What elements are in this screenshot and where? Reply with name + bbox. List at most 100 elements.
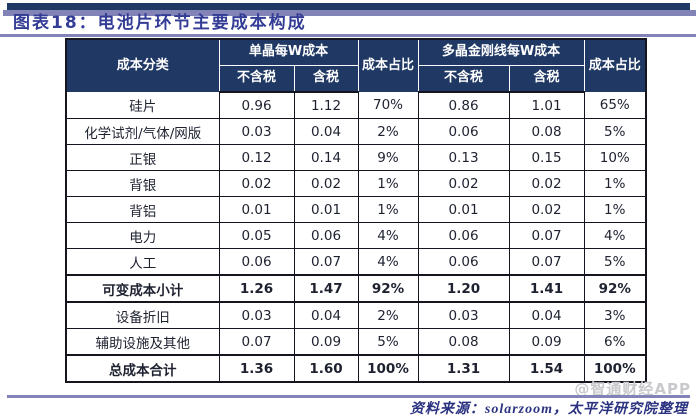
row-value: 0.03 xyxy=(218,301,295,329)
table-row: 辅助设施及其他 0.07 0.09 5% 0.08 0.09 6% xyxy=(65,328,647,356)
row-value: 0.08 xyxy=(508,118,585,145)
row-label: 可变成本小计 xyxy=(65,274,220,303)
header-row-tax: 不含税 含税 不含税 含税 xyxy=(66,65,646,93)
row-value: 100% xyxy=(357,354,419,383)
table-row: 背银 0.02 0.02 1% 0.02 0.02 1% xyxy=(65,170,647,197)
row-value: 9% xyxy=(357,144,419,171)
cost-table-header: 成本分类 单晶每W成本 成本占比 多晶金刚线每W成本 成本占比 不含税 含税 不… xyxy=(65,38,647,93)
row-value: 4% xyxy=(357,248,419,276)
row-value: 0.06 xyxy=(293,222,359,249)
row-value: 92% xyxy=(357,274,419,303)
table-row: 总成本合计 1.36 1.60 100% 1.31 1.54 100% xyxy=(65,354,647,383)
col-header-cost-share-poly: 成本占比 xyxy=(583,38,647,93)
row-value: 1.31 xyxy=(417,354,510,383)
row-value: 1% xyxy=(357,196,419,223)
row-label: 人工 xyxy=(65,248,220,276)
table-row: 硅片 0.96 1.12 70% 0.86 1.01 65% xyxy=(65,91,647,119)
row-value: 1.26 xyxy=(218,274,295,303)
row-label: 辅助设施及其他 xyxy=(65,328,220,356)
row-value: 0.04 xyxy=(293,118,359,145)
row-label: 背铝 xyxy=(65,196,220,223)
row-label: 硅片 xyxy=(65,91,220,119)
row-value: 0.09 xyxy=(293,328,359,356)
row-value: 5% xyxy=(357,328,419,356)
row-value: 0.12 xyxy=(218,144,295,171)
row-value: 1% xyxy=(583,170,647,197)
row-value: 65% xyxy=(583,91,647,119)
row-value: 0.02 xyxy=(293,170,359,197)
row-value: 0.02 xyxy=(417,170,510,197)
table-row: 背铝 0.01 0.01 1% 0.01 0.02 1% xyxy=(65,196,647,223)
row-value: 3% xyxy=(583,301,647,329)
row-label: 化学试剂/气体/网版 xyxy=(65,118,220,145)
table-row: 人工 0.06 0.07 4% 0.06 0.07 5% xyxy=(65,248,647,276)
row-label: 设备折旧 xyxy=(65,301,220,329)
header-row-groups: 成本分类 单晶每W成本 成本占比 多晶金刚线每W成本 成本占比 xyxy=(65,38,647,93)
col-header-poly-inc-tax: 含税 xyxy=(508,65,585,93)
row-value: 1.36 xyxy=(218,354,295,383)
top-accent-bar xyxy=(3,10,696,16)
row-value: 4% xyxy=(357,222,419,249)
col-header-mono-group: 单晶每W成本 xyxy=(218,38,359,66)
table-row: 化学试剂/气体/网版 0.03 0.04 2% 0.06 0.08 5% xyxy=(65,118,647,145)
table-row: 正银 0.12 0.14 9% 0.13 0.15 10% xyxy=(65,144,647,171)
row-value: 1% xyxy=(583,196,647,223)
row-value: 70% xyxy=(357,91,419,119)
row-value: 0.03 xyxy=(417,301,510,329)
row-value: 5% xyxy=(583,248,647,276)
col-header-cost-share-mono: 成本占比 xyxy=(357,38,419,93)
row-value: 0.08 xyxy=(417,328,510,356)
table-row: 电力 0.05 0.06 4% 0.06 0.07 4% xyxy=(65,222,647,249)
figure-title: 图表18：电池片环节主要成本构成 xyxy=(13,13,307,33)
row-value: 6% xyxy=(583,328,647,356)
col-header-mono-ex-tax: 不含税 xyxy=(218,65,295,93)
row-value: 0.06 xyxy=(218,248,295,276)
row-value: 2% xyxy=(357,118,419,145)
source-note: 资料来源：solarzoom，太平洋研究院整理 xyxy=(409,402,688,417)
footer-rule xyxy=(7,395,690,398)
table-row: 可变成本小计 1.26 1.47 92% 1.20 1.41 92% xyxy=(65,274,647,303)
row-value: 0.02 xyxy=(218,170,295,197)
table-row: 设备折旧 0.03 0.04 2% 0.03 0.04 3% xyxy=(65,301,647,329)
row-value: 1.54 xyxy=(508,354,585,383)
row-value: 0.09 xyxy=(508,328,585,356)
row-value: 1% xyxy=(357,170,419,197)
row-value: 0.06 xyxy=(417,118,510,145)
row-value: 0.03 xyxy=(218,118,295,145)
row-value: 0.06 xyxy=(417,248,510,276)
row-value: 0.07 xyxy=(293,248,359,276)
row-value: 5% xyxy=(583,118,647,145)
row-value: 0.14 xyxy=(293,144,359,171)
col-header-poly-ex-tax: 不含税 xyxy=(417,65,510,93)
row-value: 92% xyxy=(583,274,647,303)
row-value: 1.60 xyxy=(293,354,359,383)
row-value: 4% xyxy=(583,222,647,249)
row-value: 1.47 xyxy=(293,274,359,303)
row-value: 0.02 xyxy=(508,170,585,197)
col-header-poly-group: 多晶金刚线每W成本 xyxy=(417,38,585,66)
row-value: 1.01 xyxy=(508,91,585,119)
row-value: 0.86 xyxy=(417,91,510,119)
row-value: 1.41 xyxy=(508,274,585,303)
row-value: 10% xyxy=(583,144,647,171)
row-value: 1.12 xyxy=(293,91,359,119)
row-value: 0.13 xyxy=(417,144,510,171)
row-label: 电力 xyxy=(65,222,220,249)
row-value: 0.01 xyxy=(293,196,359,223)
row-value: 0.02 xyxy=(508,196,585,223)
row-value: 1.20 xyxy=(417,274,510,303)
row-value: 0.07 xyxy=(218,328,295,356)
row-label: 背银 xyxy=(65,170,220,197)
watermark: @智通财经APP xyxy=(574,380,691,398)
col-header-cost-category: 成本分类 xyxy=(65,38,220,93)
row-value: 0.07 xyxy=(508,222,585,249)
title-underline xyxy=(0,34,696,37)
row-value: 2% xyxy=(357,301,419,329)
row-value: 100% xyxy=(583,354,647,383)
row-label: 总成本合计 xyxy=(65,354,220,383)
row-value: 0.06 xyxy=(417,222,510,249)
cost-table-body: 硅片 0.96 1.12 70% 0.86 1.01 65% 化学试剂/气体/网版 0.03 0.… xyxy=(65,91,647,383)
row-value: 0.01 xyxy=(218,196,295,223)
row-value: 0.05 xyxy=(218,222,295,249)
row-value: 0.15 xyxy=(508,144,585,171)
